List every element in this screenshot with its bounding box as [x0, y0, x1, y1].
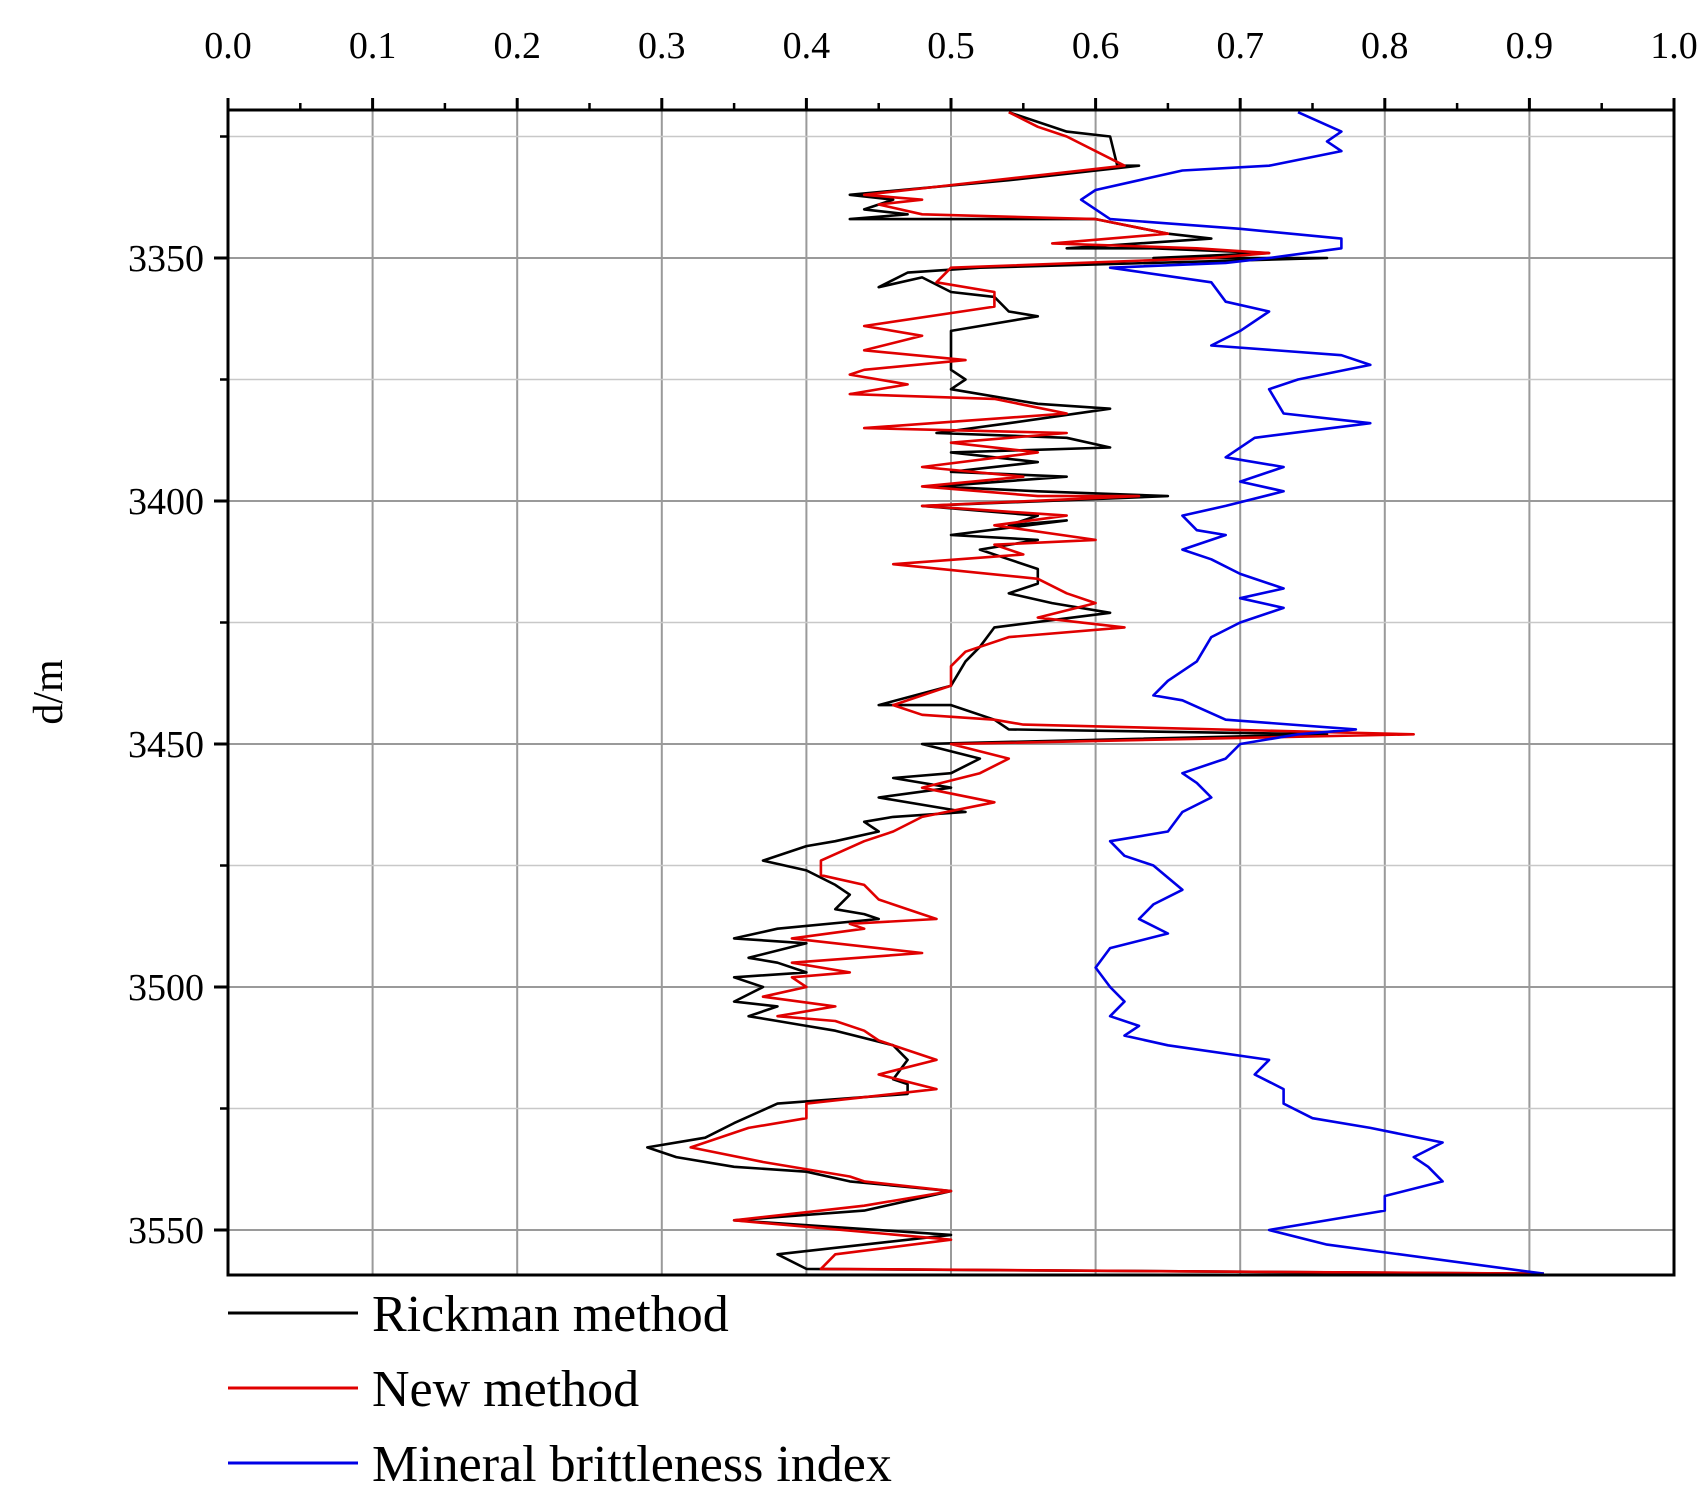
y-tick-label: 3450 — [128, 724, 204, 766]
y-axis-tick-labels: 3350 3400 3450 3500 3550 — [128, 238, 204, 1252]
axis-ticks — [214, 98, 1676, 1232]
x-tick-label: 0.8 — [1361, 25, 1409, 67]
y-tick-label: 3350 — [128, 238, 204, 280]
x-axis-tick-labels: 0.0 0.1 0.2 0.3 0.4 0.5 0.6 0.7 0.8 0.9 1.0 — [204, 25, 1698, 67]
x-tick-label: 0.4 — [783, 25, 831, 67]
y-tick-label: 3550 — [128, 1210, 204, 1252]
legend: Rickman method New method Mineral brittlen… — [228, 1286, 892, 1493]
y-tick-label: 3400 — [128, 481, 204, 523]
x-tick-label: 0.6 — [1072, 25, 1120, 67]
x-tick-label: 0.2 — [493, 25, 541, 67]
x-tick-label: 0.7 — [1216, 25, 1264, 67]
legend-label: Mineral brittleness index — [372, 1436, 892, 1493]
x-tick-label: 0.0 — [204, 25, 252, 67]
series-line-1 — [645, 110, 1544, 1275]
legend-label: Rickman method — [372, 1286, 729, 1343]
x-tick-label: 0.5 — [927, 25, 975, 67]
series-line-3 — [1079, 111, 1545, 1275]
x-tick-label: 0.1 — [349, 25, 397, 67]
y-axis-title: d/m — [26, 659, 72, 725]
series-lines — [645, 110, 1545, 1275]
y-tick-label: 3500 — [128, 967, 204, 1009]
x-tick-label: 1.0 — [1650, 25, 1698, 67]
x-tick-label: 0.3 — [638, 25, 686, 67]
legend-label: New method — [372, 1361, 639, 1418]
series-line-2 — [689, 111, 1544, 1275]
x-tick-label: 0.9 — [1506, 25, 1554, 67]
grid — [228, 110, 1674, 1275]
